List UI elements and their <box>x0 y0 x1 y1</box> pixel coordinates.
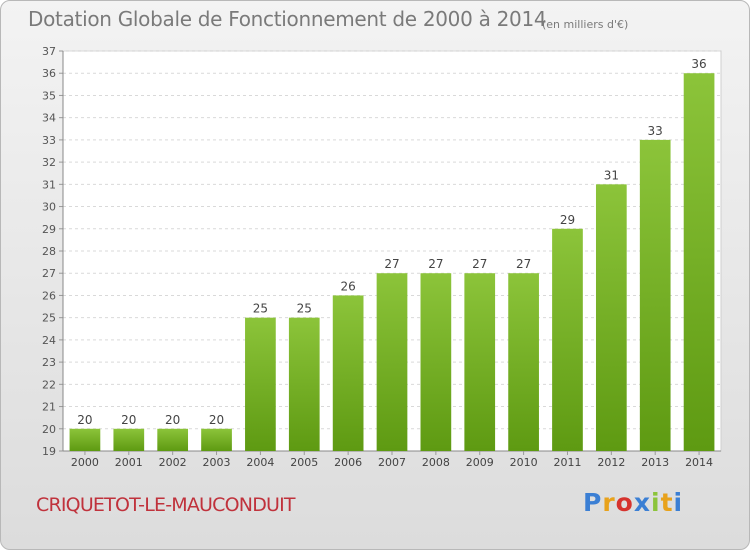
data-label-2009: 27 <box>472 257 487 271</box>
y-tick-label: 28 <box>42 245 56 258</box>
x-tick-label-2010: 2010 <box>510 456 538 469</box>
logo-letter: o <box>615 488 634 517</box>
x-tick-label-2000: 2000 <box>71 456 99 469</box>
y-tick-label: 31 <box>42 178 56 191</box>
data-label-2007: 27 <box>384 257 399 271</box>
x-tick-label-2008: 2008 <box>422 456 450 469</box>
bar-2007 <box>376 273 408 451</box>
bar-2001 <box>113 428 145 451</box>
logo-letter: x <box>633 488 651 517</box>
chart-subtitle: (en milliers d'€) <box>542 18 629 31</box>
logo-letter: P <box>583 488 603 517</box>
data-label-2013: 33 <box>648 124 663 138</box>
y-tick-label: 22 <box>42 378 56 391</box>
bar-2010 <box>508 273 539 451</box>
logo-letter: i <box>673 488 684 517</box>
y-tick-label: 27 <box>42 267 56 280</box>
bar-2002 <box>157 428 189 451</box>
data-label-2005: 25 <box>297 302 312 316</box>
data-label-2003: 20 <box>209 413 224 427</box>
data-label-2006: 26 <box>340 279 355 293</box>
x-tick-label-2003: 2003 <box>203 456 231 469</box>
commune-name: CRIQUETOT-LE-MAUCONDUIT <box>36 494 296 516</box>
x-tick-label-2011: 2011 <box>553 456 581 469</box>
y-tick-label: 24 <box>42 334 56 347</box>
y-tick-label: 20 <box>42 423 56 436</box>
y-tick-label: 32 <box>42 156 56 169</box>
bar-2003 <box>201 428 232 451</box>
data-label-2002: 20 <box>165 413 180 427</box>
data-label-2000: 20 <box>77 413 92 427</box>
bar-2008 <box>420 273 452 451</box>
bar-2009 <box>464 273 496 451</box>
y-tick-label: 34 <box>42 112 56 125</box>
y-tick-label: 36 <box>42 67 56 80</box>
x-tick-label-2013: 2013 <box>641 456 669 469</box>
data-label-2001: 20 <box>121 413 136 427</box>
x-tick-label-2014: 2014 <box>685 456 713 469</box>
x-tick-label-2001: 2001 <box>115 456 143 469</box>
y-tick-label: 33 <box>42 134 56 147</box>
x-tick-label-2009: 2009 <box>466 456 494 469</box>
y-tick-label: 26 <box>42 289 56 302</box>
x-tick-label-2004: 2004 <box>246 456 274 469</box>
data-label-2004: 25 <box>253 302 268 316</box>
proxiti-logo: Proxiti <box>583 488 683 517</box>
x-tick-label-2002: 2002 <box>159 456 187 469</box>
bar-2014 <box>683 73 715 451</box>
x-tick-label-2006: 2006 <box>334 456 362 469</box>
x-tick-label-2012: 2012 <box>597 456 625 469</box>
y-tick-label: 37 <box>42 45 56 58</box>
data-label-2010: 27 <box>516 257 531 271</box>
bar-2006 <box>332 295 364 451</box>
y-tick-label: 29 <box>42 223 56 236</box>
x-tick-label-2007: 2007 <box>378 456 406 469</box>
logo-letter: t <box>660 488 674 517</box>
x-tick-label-2005: 2005 <box>290 456 318 469</box>
y-tick-label: 30 <box>42 201 56 214</box>
bar-2011 <box>552 228 583 451</box>
bar-2013 <box>639 139 671 451</box>
data-label-2011: 29 <box>560 213 575 227</box>
bar-2012 <box>595 184 627 452</box>
y-tick-label: 35 <box>42 89 56 102</box>
y-tick-label: 21 <box>42 401 56 414</box>
data-label-2014: 36 <box>691 57 706 71</box>
y-tick-label: 23 <box>42 356 56 369</box>
bar-2005 <box>288 317 320 451</box>
data-label-2008: 27 <box>428 257 443 271</box>
y-tick-label: 25 <box>42 312 56 325</box>
chart-title: Dotation Globale de Fonctionnement de 20… <box>28 7 547 31</box>
data-label-2012: 31 <box>604 168 619 182</box>
bar-2004 <box>245 317 276 451</box>
logo-letter: r <box>602 488 616 517</box>
logo-letter: i <box>651 488 661 517</box>
y-tick-label: 19 <box>42 445 56 458</box>
bar-2000 <box>69 428 101 451</box>
